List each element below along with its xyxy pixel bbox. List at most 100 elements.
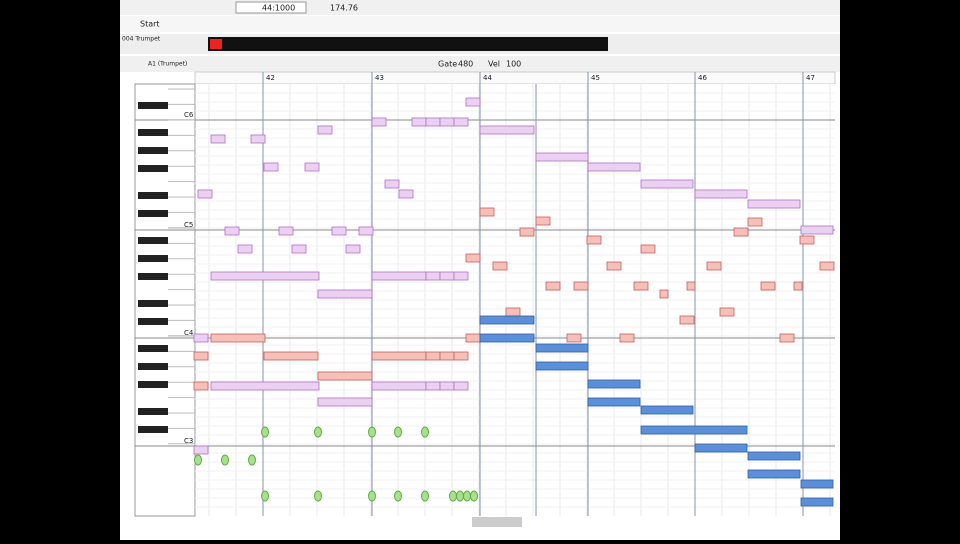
black-key [138,102,168,109]
note [640,425,748,435]
note [371,351,427,361]
note [411,117,427,127]
black-key [138,273,168,280]
note [453,117,469,127]
note [439,117,455,127]
note [317,397,373,407]
octave-label: C6 [184,111,194,119]
note [800,479,834,489]
drum-note [221,454,229,466]
note [425,271,441,281]
black-key [138,165,168,172]
note [453,351,469,361]
measure-label: 43 [375,74,384,82]
note [317,371,373,381]
note [224,226,240,236]
note [545,281,561,291]
note [694,443,748,453]
note [535,361,589,371]
notes-layer: C6 C5 C4 C3 42 43 44 45 46 47 [135,72,835,516]
toolbar [120,0,840,15]
note [747,217,763,227]
gate-label: Gate [438,60,457,69]
note [465,333,481,343]
black-key [138,426,168,433]
vel[interactable]: 100 [506,60,521,69]
scrollbar[interactable] [472,517,522,527]
instrument[interactable]: A1 (Trumpet) [148,61,187,68]
drum-note [463,490,471,502]
note [193,351,209,361]
note [479,333,535,343]
measure-label: 45 [591,74,600,82]
tempo: 174.76 [330,4,358,13]
octave-label: C5 [184,221,193,229]
meter-red [210,39,222,49]
gate[interactable]: 480 [458,60,473,69]
note [633,281,649,291]
note [345,244,361,254]
note [587,379,641,389]
black-key [138,408,168,415]
note [686,281,696,291]
note [640,405,694,415]
note [371,117,387,127]
note [317,125,333,135]
note [706,261,722,271]
note [747,199,801,209]
black-key [138,210,168,217]
drum-note [314,490,322,502]
measure-label: 42 [266,74,275,82]
drum-note [368,426,376,438]
note [358,226,374,236]
note [210,271,320,281]
track-name: 004 Trumpet [122,36,161,43]
note [425,117,441,127]
drum-note [449,490,457,502]
note [371,271,427,281]
note [719,307,735,317]
drum-note [314,426,322,438]
tab-title[interactable]: Start [140,20,160,29]
note [425,351,441,361]
note [465,253,481,263]
black-key [138,192,168,199]
measure-label: 47 [806,74,815,82]
meter [208,37,608,51]
note [479,125,535,135]
note [587,397,641,407]
octave-label: C3 [184,437,193,445]
note [779,333,795,343]
note [800,497,834,507]
ruler [194,71,836,85]
note [747,451,801,461]
black-key [138,345,168,352]
note [331,226,347,236]
note [573,281,589,291]
note [606,261,622,271]
note [492,261,508,271]
position: 44:1000 [262,4,295,13]
black-key [138,318,168,325]
note [193,333,209,343]
drum-note [368,490,376,502]
note [453,381,469,391]
note [535,152,589,162]
note [193,381,209,391]
note [210,134,226,144]
note [640,179,694,189]
tab-bar [120,16,840,32]
note [465,97,481,107]
vel-label: Vel [488,60,500,69]
note [263,351,319,361]
note [197,189,213,199]
note [439,271,455,281]
drum-note [261,426,269,438]
black-key [138,300,168,307]
note [210,381,320,391]
note [694,189,748,199]
note [371,381,427,391]
note [760,281,776,291]
black-key [138,255,168,262]
